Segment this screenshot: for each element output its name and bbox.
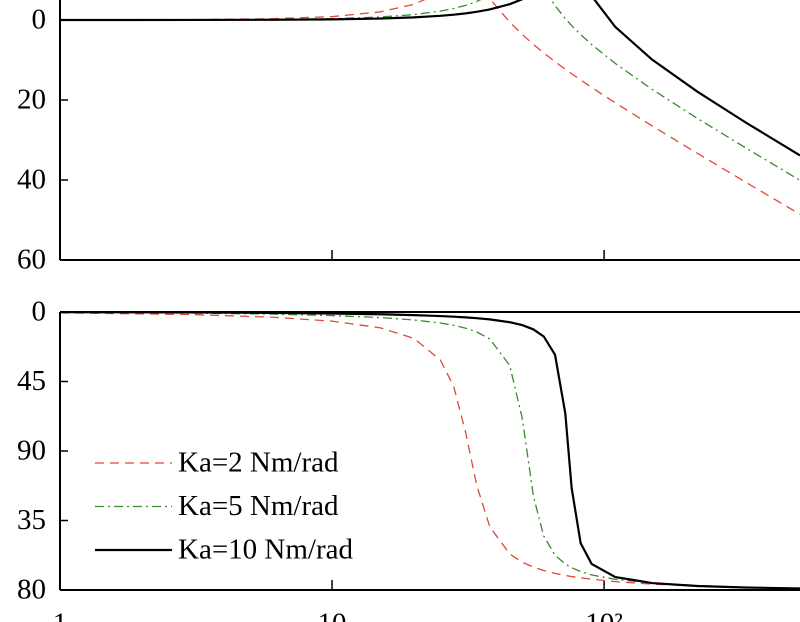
y-tick-label: 60: [17, 244, 46, 276]
x-tick-label: 10: [318, 608, 347, 622]
x-tick-label: 10²: [585, 608, 623, 622]
plot-area: [60, 0, 800, 215]
panel: 0 20 40 60: [17, 0, 800, 276]
y-tick-label: 20: [17, 84, 46, 116]
series-line: [60, 0, 800, 181]
legend-label: Ka=5 Nm/rad: [178, 490, 339, 522]
x-tick-label: 1: [53, 608, 68, 622]
legend: Ka=2 Nm/rad Ka=5 Nm/rad Ka=10 Nm/rad: [95, 447, 354, 566]
plot-area: [60, 312, 800, 590]
y-tick-label: 80: [17, 574, 46, 606]
series-line: [60, 312, 800, 590]
legend-label: Ka=10 Nm/rad: [178, 534, 354, 566]
y-tick-label: 90: [17, 435, 46, 467]
legend-label: Ka=2 Nm/rad: [178, 447, 339, 479]
y-tick-label: 40: [17, 164, 46, 196]
y-tick-label: 0: [32, 4, 47, 36]
series-line: [60, 0, 800, 215]
series-line: [60, 0, 800, 157]
y-tick-label: 35: [17, 504, 46, 536]
series-line: [60, 312, 800, 590]
y-tick-label: 0: [32, 296, 47, 328]
y-tick-label: 45: [17, 365, 46, 397]
series-line: [60, 312, 800, 589]
